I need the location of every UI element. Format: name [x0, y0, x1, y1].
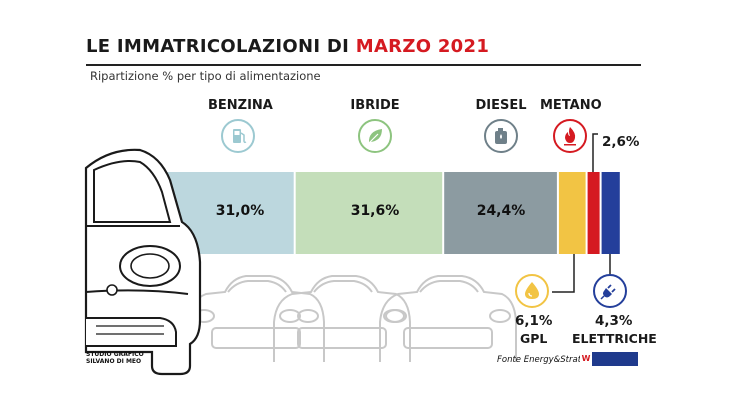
chart-subtitle: Ripartizione % per tipo di alimentazione: [90, 69, 321, 83]
value-label-metano: 2,6%: [602, 134, 640, 150]
credit-studio: STUDIO GRAFICO SILVANO DI MEO: [86, 351, 144, 365]
fuel-pump-icon: [221, 119, 255, 153]
bar-segment-elettriche: [601, 172, 620, 254]
connector-lines: [552, 133, 611, 293]
bar-segment-diesel: [444, 172, 557, 254]
car-outline-small-2: [273, 275, 411, 362]
bar-segment-gpl: [558, 172, 586, 254]
title-accent: MARZO 2021: [355, 36, 490, 57]
label-ibride: IBRIDE: [350, 98, 400, 113]
bar-segment-metano: [587, 172, 600, 254]
value-label-elettriche: 4,3%: [595, 313, 633, 329]
leaf-icon: [358, 119, 392, 153]
car-outline-small-3: [379, 275, 517, 362]
gas-drop-icon: [515, 274, 549, 308]
bar-segment-ibride: [295, 172, 443, 254]
label-elettriche: ELETTRICHE: [572, 331, 657, 346]
energitalia-logo: W ENERGITALIA: [580, 352, 638, 377]
credit-line-1: STUDIO GRAFICO: [86, 351, 144, 358]
value-label-ibride: 31,6%: [350, 203, 400, 219]
logo-mark-icon: W: [580, 352, 592, 366]
car-illustrations: [187, 275, 517, 362]
value-label-benzina: 31,0%: [215, 203, 265, 219]
stacked-bar: [150, 172, 620, 254]
label-benzina: BENZINA: [208, 98, 273, 113]
source-note: Fonte Energy&Strategy: [497, 355, 597, 365]
credit-line-2: SILVANO DI MEO: [86, 358, 142, 365]
title-prefix: LE IMMATRICOLAZIONI DI: [86, 36, 356, 57]
flame-icon: [553, 119, 587, 153]
label-diesel: DIESEL: [475, 98, 527, 113]
car-outline-small-1: [187, 275, 325, 362]
electric-plug-icon: [593, 274, 627, 308]
value-label-diesel: 24,4%: [476, 203, 526, 219]
label-metano: METANO: [540, 98, 602, 113]
big-car-illustration: [84, 148, 202, 376]
connector-gpl: [552, 254, 575, 293]
connector-metano: [592, 133, 598, 172]
chart-title: LE IMMATRICOLAZIONI DI MARZO 2021: [86, 36, 489, 57]
diesel-can-icon: [484, 119, 518, 153]
title-divider: [86, 64, 641, 66]
label-gpl: GPL: [520, 331, 548, 346]
value-label-gpl: 6,1%: [515, 313, 553, 329]
logo-text: ENERGITALIA: [580, 368, 635, 377]
